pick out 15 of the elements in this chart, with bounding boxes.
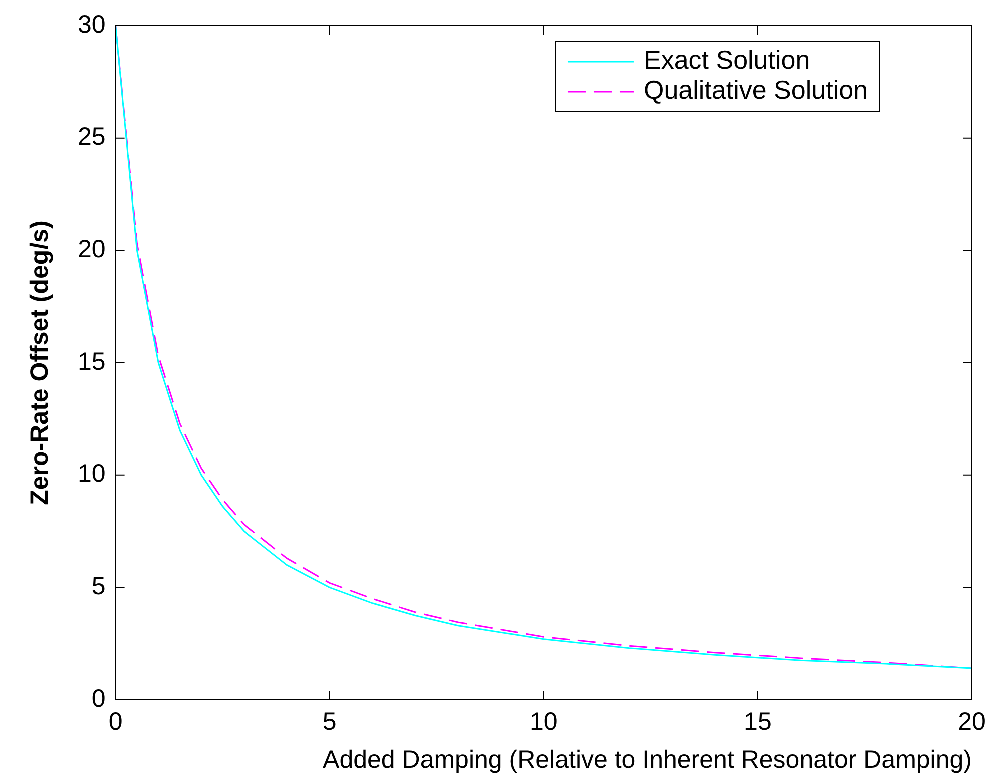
y-tick-label: 15 (78, 348, 106, 376)
x-tick-label: 5 (322, 708, 337, 736)
y-tick-label: 0 (92, 684, 106, 713)
y-axis-title: Zero-Rate Offset (deg/s) (26, 220, 54, 506)
y-tick-label: 25 (78, 123, 106, 152)
x-axis-title: Added Damping (Relative to Inherent Resonator Damping) (323, 746, 972, 774)
legend-label: Qualitative Solution (644, 75, 868, 106)
y-tick-label: 10 (78, 460, 106, 488)
x-tick-label: 20 (958, 708, 986, 736)
legend-label: Exact Solution (644, 45, 810, 76)
y-tick-label: 20 (78, 236, 106, 264)
y-tick-label: 5 (92, 572, 106, 601)
x-tick-label: 15 (744, 708, 772, 736)
x-tick-label: 10 (530, 708, 558, 736)
y-tick-label: 30 (78, 10, 106, 39)
